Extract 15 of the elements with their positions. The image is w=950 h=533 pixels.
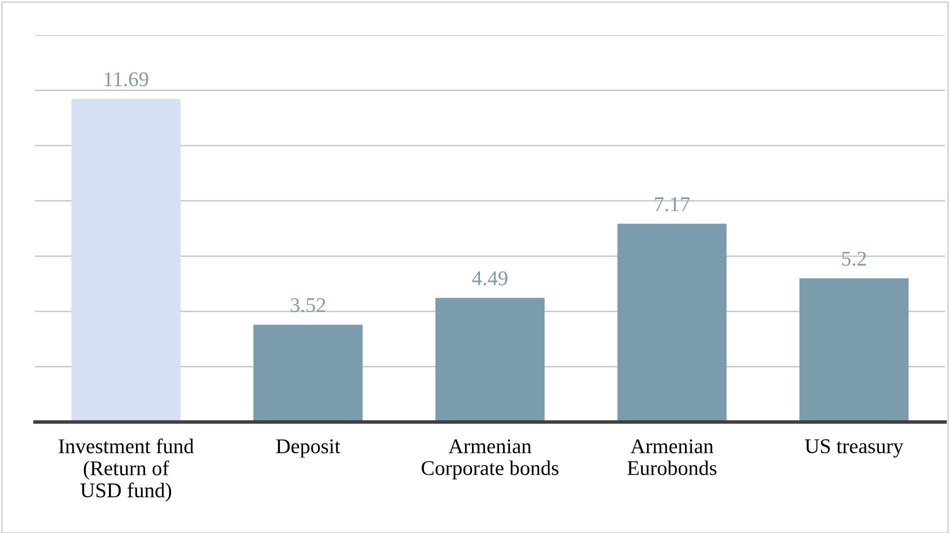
- bar: [617, 224, 727, 422]
- data-label: 4.49: [472, 271, 508, 286]
- bar: [435, 298, 545, 422]
- bar: [71, 98, 181, 422]
- x-tick-label: US treasury: [804, 439, 904, 458]
- x-tick-label: Deposit: [276, 439, 340, 458]
- data-label: 5.2: [842, 252, 866, 266]
- x-tick-label: Investment fund (Return of USD fund): [58, 438, 194, 502]
- data-label: 11.69: [104, 72, 148, 86]
- bar: [253, 324, 363, 422]
- bar: [799, 278, 909, 422]
- data-label: 7.17: [655, 197, 690, 212]
- x-tick-label: Armenian Eurobonds: [627, 439, 716, 476]
- x-tick-label: Armenian Corporate bonds: [422, 439, 558, 480]
- data-label: 3.52: [290, 298, 326, 312]
